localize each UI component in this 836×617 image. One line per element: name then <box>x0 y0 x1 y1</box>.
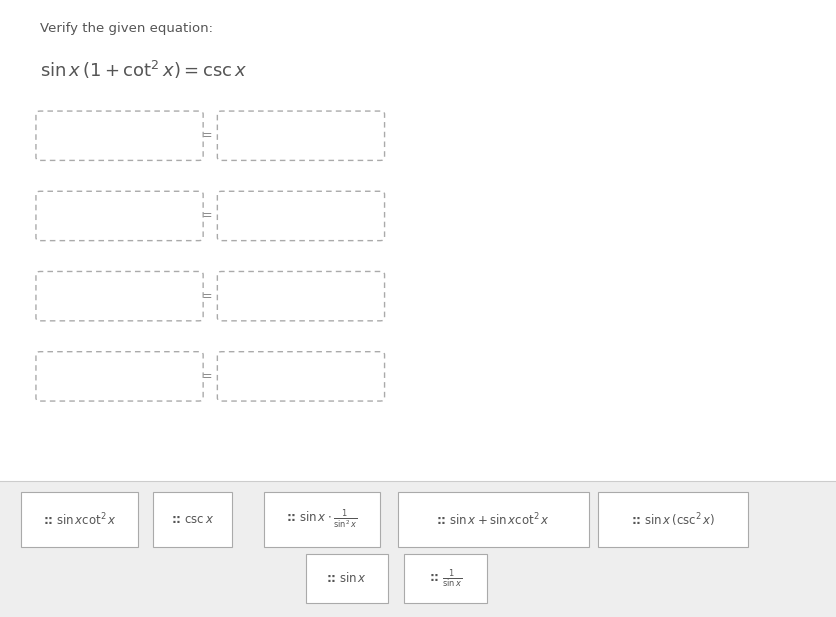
FancyBboxPatch shape <box>36 191 203 241</box>
Text: $\mathbf{\colon\colon}$ $\sin x$: $\mathbf{\colon\colon}$ $\sin x$ <box>327 571 367 586</box>
FancyBboxPatch shape <box>36 352 203 401</box>
FancyBboxPatch shape <box>217 111 385 160</box>
Text: =: = <box>201 289 212 303</box>
Text: =: = <box>201 370 212 383</box>
Text: =: = <box>201 129 212 143</box>
FancyBboxPatch shape <box>217 191 385 241</box>
Bar <box>0 481 836 617</box>
Text: $\mathbf{\colon\colon}$ $\frac{1}{\sin x}$: $\mathbf{\colon\colon}$ $\frac{1}{\sin x… <box>429 567 462 590</box>
Text: Verify the given equation:: Verify the given equation: <box>40 22 213 35</box>
FancyBboxPatch shape <box>263 492 380 547</box>
FancyBboxPatch shape <box>397 492 589 547</box>
Text: $\mathbf{\colon\colon}$ $\sin x\cot^2 x$: $\mathbf{\colon\colon}$ $\sin x\cot^2 x$ <box>43 511 116 528</box>
Text: $\mathbf{\colon\colon}$ $\csc x$: $\mathbf{\colon\colon}$ $\csc x$ <box>171 513 214 526</box>
FancyBboxPatch shape <box>217 352 385 401</box>
FancyBboxPatch shape <box>599 492 747 547</box>
Text: =: = <box>201 209 212 223</box>
FancyBboxPatch shape <box>153 492 232 547</box>
FancyBboxPatch shape <box>405 554 487 603</box>
FancyBboxPatch shape <box>36 271 203 321</box>
Text: $\mathbf{\colon\colon}$ $\sin x\,(\csc^2 x)$: $\mathbf{\colon\colon}$ $\sin x\,(\csc^2… <box>630 511 716 529</box>
Text: $\mathbf{\colon\colon}$ $\sin x + \sin x\cot^2 x$: $\mathbf{\colon\colon}$ $\sin x + \sin x… <box>436 511 550 528</box>
FancyBboxPatch shape <box>21 492 137 547</box>
FancyBboxPatch shape <box>36 111 203 160</box>
FancyBboxPatch shape <box>217 271 385 321</box>
Text: $\sin x\,(1 + \cot^2 x) = \csc x$: $\sin x\,(1 + \cot^2 x) = \csc x$ <box>40 59 247 81</box>
FancyBboxPatch shape <box>306 554 388 603</box>
Text: $\mathbf{\colon\colon}$ $\sin x \cdot \frac{1}{\sin^2 x}$: $\mathbf{\colon\colon}$ $\sin x \cdot \f… <box>286 508 358 531</box>
